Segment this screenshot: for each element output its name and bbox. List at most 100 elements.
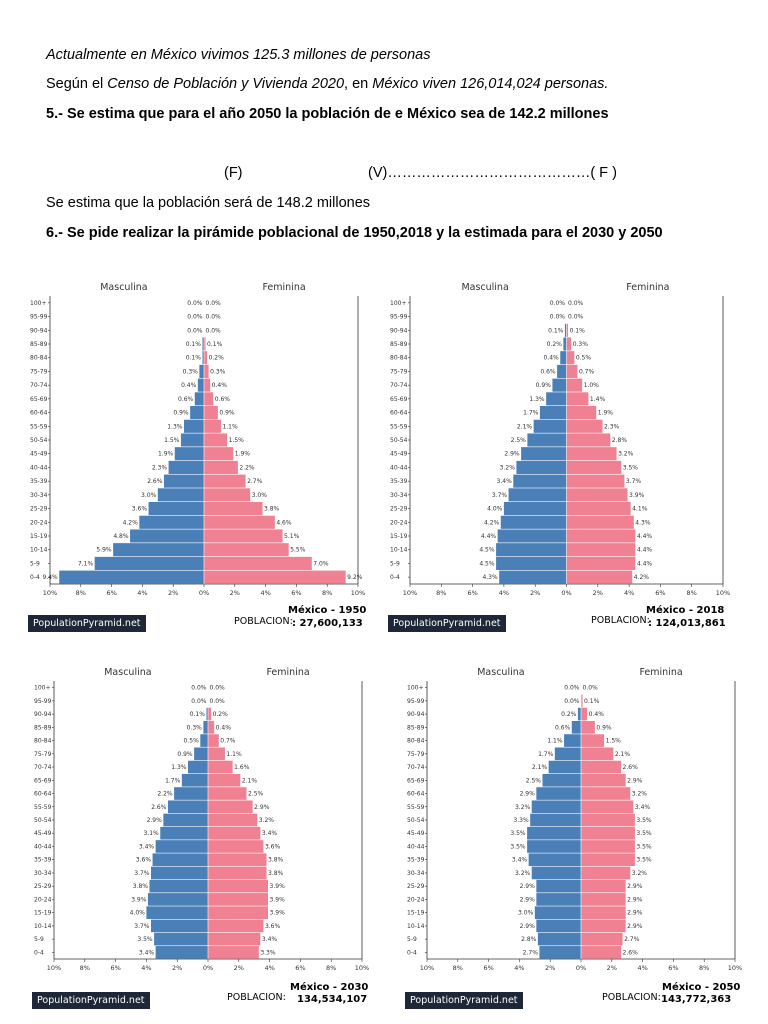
male-bar: [554, 747, 581, 761]
age-tick-label: 95-99: [407, 698, 425, 705]
male-data-label: 0.4%: [543, 355, 559, 362]
site-badge: PopulationPyramid.net: [32, 992, 150, 1009]
male-bar: [199, 364, 204, 378]
male-bar: [546, 392, 567, 406]
age-tick-label: 100+: [407, 685, 423, 692]
male-bar: [190, 406, 204, 420]
female-data-label: 3.3%: [260, 949, 276, 956]
male-data-label: 3.4%: [139, 949, 155, 956]
age-tick-label: 85-89: [407, 724, 425, 731]
female-data-label: 0.9%: [596, 724, 612, 731]
age-tick-label: 70-74: [390, 382, 408, 389]
age-tick-label: 30-34: [34, 870, 52, 877]
male-data-label: 3.6%: [136, 857, 152, 864]
female-data-label: 2.9%: [627, 923, 643, 930]
male-data-label: 4.2%: [123, 519, 139, 526]
female-data-label: 4.4%: [637, 560, 653, 567]
female-data-label: 3.2%: [632, 791, 648, 798]
male-bar: [496, 556, 567, 570]
female-bar: [566, 433, 611, 447]
x-tick-label: 2%: [530, 589, 540, 597]
female-bar: [566, 529, 636, 543]
site-badge: PopulationPyramid.net: [388, 615, 506, 632]
male-data-label: 1.9%: [158, 451, 174, 458]
female-data-label: 0.0%: [210, 685, 226, 692]
female-data-label: 1.1%: [222, 423, 238, 430]
male-bar: [513, 474, 567, 488]
x-tick-label: 8%: [436, 589, 446, 597]
x-tick-label: 8%: [322, 589, 332, 597]
age-tick-label: 100+: [30, 300, 46, 307]
x-tick-label: 2%: [545, 964, 555, 972]
female-data-label: 2.8%: [612, 437, 628, 444]
female-data-label: 0.0%: [583, 685, 599, 692]
female-data-label: 0.0%: [568, 314, 584, 321]
male-data-label: 4.8%: [113, 533, 129, 540]
female-bar: [566, 556, 636, 570]
x-tick-label: 10%: [355, 964, 369, 972]
age-tick-label: 100+: [390, 300, 406, 307]
male-label: Masculina: [104, 667, 151, 678]
male-data-label: 3.4%: [512, 857, 528, 864]
age-tick-label: 40-44: [407, 843, 425, 850]
population-label: POBLACION:: [591, 615, 650, 626]
male-bar: [94, 556, 204, 570]
female-data-label: 3.2%: [259, 817, 275, 824]
female-data-label: 0.1%: [584, 698, 600, 705]
male-data-label: 1.5%: [164, 437, 180, 444]
age-tick-label: 80-84: [390, 355, 408, 362]
female-data-label: 4.6%: [276, 519, 292, 526]
age-tick-label: 20-24: [34, 896, 52, 903]
age-tick-label: 95-99: [30, 314, 48, 321]
male-bar: [564, 323, 567, 337]
male-data-label: 3.7%: [134, 923, 150, 930]
pyramid-1950: Masculina Feminina 100+ 0.0% 0.0% 95-99 0.0% 0.…: [28, 282, 368, 632]
male-data-label: 2.7%: [523, 949, 539, 956]
age-tick-label: 85-89: [30, 341, 48, 348]
female-bar: [581, 800, 634, 814]
male-bar: [499, 570, 567, 584]
female-bar: [204, 529, 283, 543]
female-data-label: 9.2%: [347, 574, 363, 581]
chart-title: México - 2030: [290, 982, 369, 993]
x-tick-label: 8%: [699, 964, 709, 972]
male-bar: [146, 906, 208, 919]
male-bar: [181, 773, 208, 787]
female-bar: [208, 893, 269, 906]
x-tick-label: 8%: [76, 589, 86, 597]
male-bar: [577, 707, 581, 721]
male-bar: [139, 515, 204, 529]
male-data-label: 1.3%: [167, 423, 183, 430]
age-tick-label: 5-9: [390, 560, 400, 567]
male-bar: [163, 813, 208, 827]
chart-title: México - 2018: [646, 605, 725, 616]
age-tick-label: 85-89: [390, 341, 408, 348]
x-tick-label: 2%: [234, 964, 244, 972]
female-bar: [581, 946, 622, 959]
female-data-label: 1.9%: [235, 451, 251, 458]
male-bar: [59, 570, 205, 584]
x-tick-label: 6%: [668, 964, 678, 972]
chart-title: México - 2050: [662, 982, 741, 993]
age-tick-label: 65-69: [34, 777, 52, 784]
x-tick-label: 2%: [607, 964, 617, 972]
female-data-label: 4.1%: [632, 506, 648, 513]
male-bar: [113, 543, 204, 557]
male-bar: [564, 734, 581, 747]
female-bar: [581, 840, 635, 853]
female-label: Feminina: [266, 667, 309, 678]
male-data-label: 1.3%: [529, 396, 545, 403]
female-bar: [581, 707, 588, 721]
male-data-label: 0.0%: [550, 314, 566, 321]
male-bar: [154, 932, 208, 946]
female-data-label: 3.5%: [623, 464, 639, 471]
age-tick-label: 25-29: [390, 506, 408, 513]
male-data-label: 3.0%: [141, 492, 157, 499]
male-data-label: 3.2%: [515, 804, 531, 811]
female-bar: [204, 515, 275, 529]
female-data-label: 4.4%: [637, 547, 653, 554]
female-bar: [208, 866, 267, 880]
female-data-label: 2.6%: [623, 949, 639, 956]
female-data-label: 2.9%: [627, 910, 643, 917]
